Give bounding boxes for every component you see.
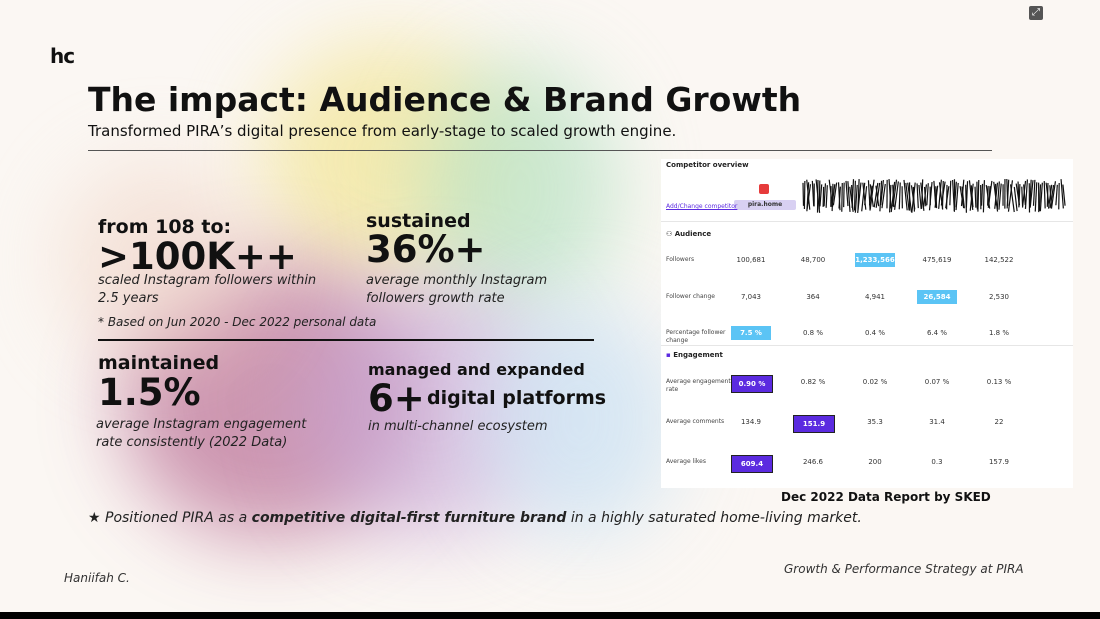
- followers-stat-pre: from 108 to:: [98, 216, 232, 238]
- brand-logo-icon: [759, 184, 769, 194]
- report-cell: 0.4 %: [864, 329, 885, 337]
- report-cell: 475,619: [922, 256, 952, 264]
- report-cell: 22: [994, 418, 1004, 426]
- report-cell: 0.02 %: [862, 378, 888, 386]
- report-cell: 200: [868, 458, 882, 466]
- report-cell: 246.6: [802, 458, 824, 466]
- engagement-stat-value: 1.5%: [98, 371, 201, 414]
- platforms-stat-desc: in multi-channel ecosystem: [368, 419, 548, 434]
- report-row-label: Percentage follower change: [666, 329, 726, 344]
- report-row-label: Average likes: [666, 458, 706, 465]
- platforms-stat-pre: managed and expanded: [368, 360, 585, 379]
- report-cell: 134.9: [740, 418, 762, 426]
- add-competitor-link[interactable]: Add/Change competitor: [666, 203, 738, 210]
- report-cell: 7.5 %: [731, 326, 771, 340]
- report-cell: 0.07 %: [924, 378, 950, 386]
- followers-stat-value: >100K++: [98, 235, 297, 278]
- report-row-label: Follower change: [666, 293, 715, 300]
- author-name: Haniifah C.: [64, 571, 130, 585]
- logo: hc: [50, 44, 75, 68]
- brand-tag: pira.home: [734, 200, 796, 210]
- platforms-stat-suffix: digital platforms: [427, 387, 607, 409]
- report-cell: 100,681: [736, 256, 766, 264]
- title-divider: [88, 150, 992, 151]
- engagement-stat-pre: maintained: [98, 352, 220, 374]
- report-caption: Dec 2022 Data Report by SKED: [781, 490, 991, 504]
- report-header: Competitor overview: [666, 161, 749, 169]
- report-cell: 0.82 %: [800, 378, 826, 386]
- report-row-label: Average comments: [666, 418, 725, 425]
- stats-divider: [98, 339, 594, 341]
- footer-caption: Growth & Performance Strategy at PIRA: [784, 562, 1024, 576]
- report-cell: 1,233,566: [855, 253, 895, 267]
- report-cell: 7,043: [740, 293, 762, 301]
- report-cell: 6.4 %: [926, 329, 947, 337]
- growth-stat-pre: sustained: [366, 210, 471, 232]
- page-title: The impact: Audience & Brand Growth: [88, 80, 802, 119]
- audience-section-label: ⚇ Audience: [666, 230, 712, 238]
- data-note: * Based on Jun 2020 - Dec 2022 personal …: [98, 315, 377, 329]
- report-cell: 4,941: [864, 293, 886, 301]
- report-row-label: Average engagement rate: [666, 378, 731, 393]
- report-cell: 2,530: [988, 293, 1010, 301]
- report-cell: 364: [806, 293, 820, 301]
- report-cell: 142,522: [984, 256, 1014, 264]
- report-cell: 48,700: [800, 256, 826, 264]
- platforms-stat-value: 6+: [368, 377, 425, 420]
- report-cell: 31.4: [929, 418, 945, 426]
- redacted-competitors-scribble: [801, 177, 1066, 215]
- engagement-section-label: ▪ Engagement: [666, 351, 723, 359]
- report-cell: 35.3: [867, 418, 883, 426]
- report-cell: 609.4: [731, 455, 773, 473]
- competitor-report: Competitor overview pira.home Add/Change…: [661, 159, 1073, 488]
- report-cell: 0.13 %: [986, 378, 1012, 386]
- page-subtitle: Transformed PIRA’s digital presence from…: [88, 122, 677, 140]
- expand-icon[interactable]: ⤢: [1029, 6, 1043, 20]
- report-cell: 0.90 %: [731, 375, 773, 393]
- report-row-label: Followers: [666, 256, 695, 263]
- positioning-statement: ★ Positioned PIRA as a competitive digit…: [88, 510, 862, 526]
- report-cell: 1.8 %: [988, 329, 1009, 337]
- growth-stat-value: 36%+: [366, 228, 486, 271]
- growth-stat-desc: average monthly Instagram followers grow…: [366, 273, 548, 306]
- followers-stat-desc: scaled Instagram followers within 2.5 ye…: [98, 273, 317, 306]
- report-cell: 0.3: [931, 458, 943, 466]
- report-cell: 157.9: [988, 458, 1010, 466]
- engagement-stat-desc: average Instagram engagement rate consis…: [96, 417, 307, 450]
- report-cell: 26,584: [917, 290, 957, 304]
- report-cell: 0.8 %: [802, 329, 823, 337]
- report-cell: 151.9: [793, 415, 835, 433]
